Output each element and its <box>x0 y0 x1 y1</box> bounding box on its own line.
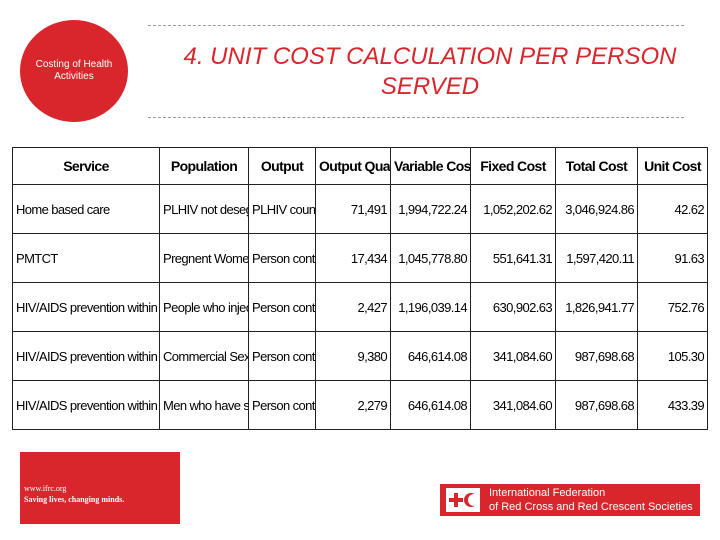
footer-tagline: Saving lives, changing minds. <box>24 495 125 504</box>
red-cross-crescent-svg <box>446 488 480 512</box>
table-row: HIV/AIDS prevention within SWs Commercia… <box>12 331 708 381</box>
cell-output: Person contacted <box>248 380 316 430</box>
cell-fixed-cost: 630,902.63 <box>470 282 556 332</box>
cell-output-quantity: 71,491 <box>315 184 391 234</box>
cell-population: PLHIV not desegregated <box>159 184 249 234</box>
cell-service: HIV/AIDS prevention within MSMs <box>12 380 160 430</box>
footer-url: www.ifrc.org <box>24 484 67 493</box>
page-title: 4. UNIT COST CALCULATION PER PERSON SERV… <box>183 43 677 100</box>
cell-output: PLHIV counselled <box>248 184 316 234</box>
cell-total-cost: 987,698.68 <box>555 380 638 430</box>
cell-fixed-cost: 1,052,202.62 <box>470 184 556 234</box>
cell-service: HIV/AIDS prevention within SWs <box>12 331 160 381</box>
cell-variable-cost: 1,994,722.24 <box>390 184 471 234</box>
col-header-output: Output <box>248 147 316 185</box>
col-header-fixed-cost: Fixed Cost <box>470 147 556 185</box>
cell-output-quantity: 2,279 <box>315 380 391 430</box>
cell-service: PMTCT <box>12 233 160 283</box>
cell-population: Commercial Sex Worker <box>159 331 249 381</box>
cell-output: Person contacted <box>248 331 316 381</box>
cell-fixed-cost: 551,641.31 <box>470 233 556 283</box>
cell-output-quantity: 17,434 <box>315 233 391 283</box>
col-header-population: Population <box>159 147 249 185</box>
footer-brand-panel <box>20 452 180 524</box>
table-row: HIV/AIDS prevention within MSMs Men who … <box>12 380 708 430</box>
cell-output-quantity: 9,380 <box>315 331 391 381</box>
cell-unit-cost: 42.62 <box>637 184 708 234</box>
unit-cost-table: Service Population Output Output Quantit… <box>12 147 708 430</box>
cell-total-cost: 1,826,941.77 <box>555 282 638 332</box>
red-cross-crescent-icon <box>446 488 480 512</box>
org-name-line2: of Red Cross and Red Crescent Societies <box>489 501 693 513</box>
col-header-variable-cost: Variable Cost <box>390 147 471 185</box>
ifrc-logo-bar <box>440 484 700 516</box>
cell-service: HIV/AIDS prevention within IDUs <box>12 282 160 332</box>
cell-total-cost: 987,698.68 <box>555 331 638 381</box>
title-rule-bottom <box>148 117 684 118</box>
cell-variable-cost: 1,196,039.14 <box>390 282 471 332</box>
col-header-total-cost: Total Cost <box>555 147 638 185</box>
col-header-unit-cost: Unit Cost <box>637 147 708 185</box>
cell-total-cost: 3,046,924.86 <box>555 184 638 234</box>
cell-total-cost: 1,597,420.11 <box>555 233 638 283</box>
cell-fixed-cost: 341,084.60 <box>470 331 556 381</box>
table-row: PMTCT Pregnent Women deliver Person cont… <box>12 233 708 283</box>
cell-unit-cost: 105.30 <box>637 331 708 381</box>
cell-population: Pregnent Women deliver <box>159 233 249 283</box>
table-row: Home based care PLHIV not desegregated P… <box>12 184 708 234</box>
cell-fixed-cost: 341,084.60 <box>470 380 556 430</box>
cell-variable-cost: 646,614.08 <box>390 380 471 430</box>
cell-unit-cost: 752.76 <box>637 282 708 332</box>
cell-output: Person contacted <box>248 233 316 283</box>
cell-output: Person contacted <box>248 282 316 332</box>
table-row: HIV/AIDS prevention within IDUs People w… <box>12 282 708 332</box>
cell-variable-cost: 646,614.08 <box>390 331 471 381</box>
col-header-output-quantity: Output Quantity <box>315 147 391 185</box>
section-badge: Costing of Health Activities <box>20 20 128 122</box>
col-header-service: Service <box>12 147 160 185</box>
unit-cost-table-wrap: Service Population Output Output Quantit… <box>12 147 708 430</box>
cell-population: Men who have sex with m <box>159 380 249 430</box>
cell-variable-cost: 1,045,778.80 <box>390 233 471 283</box>
cell-unit-cost: 91.63 <box>637 233 708 283</box>
section-badge-label: Costing of Health Activities <box>35 59 113 82</box>
table-header-row: Service Population Output Output Quantit… <box>12 147 708 185</box>
org-name-line1: International Federation <box>489 487 606 499</box>
cell-unit-cost: 433.39 <box>637 380 708 430</box>
title-rule-top <box>148 25 684 26</box>
cell-population: People who injects drug <box>159 282 249 332</box>
cell-output-quantity: 2,427 <box>315 282 391 332</box>
cell-service: Home based care <box>12 184 160 234</box>
